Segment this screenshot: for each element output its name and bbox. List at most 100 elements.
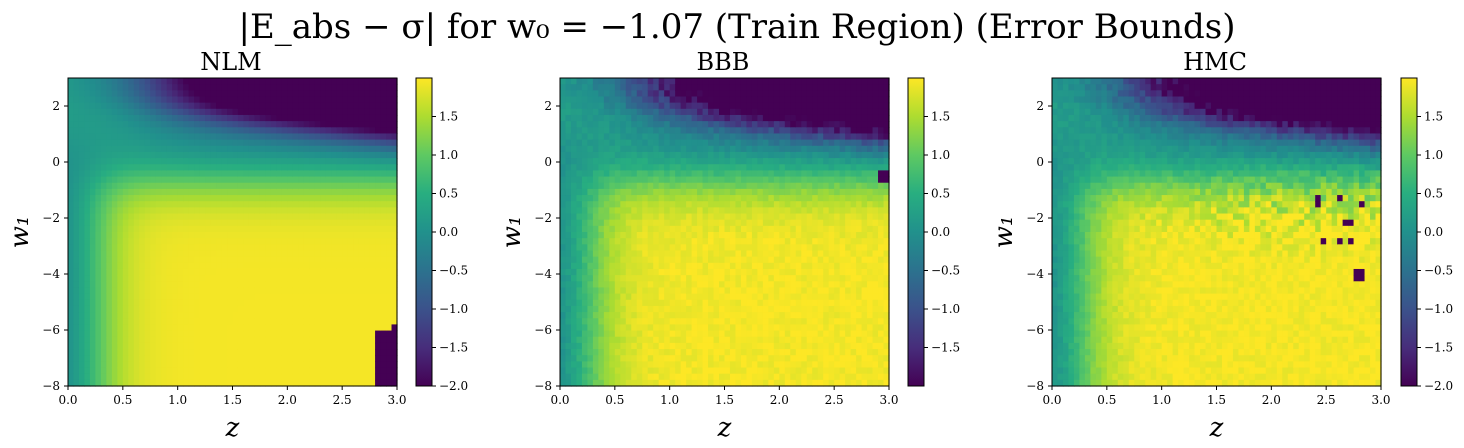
heatmap-cell bbox=[254, 213, 261, 221]
heatmap-cell bbox=[177, 299, 184, 307]
heatmap-cell bbox=[757, 90, 764, 98]
heatmap-cell bbox=[664, 238, 671, 245]
heatmap-cell bbox=[303, 188, 310, 196]
heatmap-cell bbox=[576, 127, 583, 135]
heatmap-cell bbox=[139, 349, 146, 356]
heatmap-cell bbox=[309, 287, 316, 295]
heatmap-cell bbox=[636, 151, 643, 159]
heatmap-cell bbox=[259, 281, 266, 289]
heatmap-cell bbox=[221, 281, 228, 289]
heatmap-cell bbox=[570, 287, 578, 295]
heatmap-cell bbox=[320, 244, 327, 252]
heatmap-cell bbox=[708, 275, 715, 282]
heatmap-cell bbox=[746, 127, 753, 135]
heatmap-cell bbox=[757, 170, 764, 178]
heatmap-cell bbox=[331, 305, 338, 313]
heatmap-cell bbox=[254, 127, 261, 135]
heatmap-cell bbox=[276, 182, 283, 190]
heatmap-cell bbox=[199, 195, 206, 202]
heatmap-cell bbox=[205, 305, 212, 313]
heatmap-cell bbox=[117, 336, 124, 344]
heatmap-cell bbox=[221, 379, 228, 387]
heatmap-cell bbox=[713, 349, 720, 356]
heatmap-cell bbox=[570, 84, 578, 91]
heatmap-cell bbox=[669, 201, 676, 208]
heatmap-cell bbox=[139, 275, 146, 282]
heatmap-cell bbox=[210, 102, 217, 110]
heatmap-cell bbox=[309, 90, 316, 98]
heatmap-cell bbox=[686, 182, 693, 190]
heatmap-cell bbox=[664, 379, 671, 387]
heatmap-cell bbox=[686, 275, 693, 282]
heatmap-cell bbox=[342, 96, 349, 104]
heatmap-cell bbox=[565, 262, 572, 270]
heatmap-cell bbox=[89, 287, 97, 295]
heatmap-cell bbox=[603, 287, 610, 295]
heatmap-cell bbox=[576, 121, 583, 128]
heatmap-cell bbox=[353, 151, 360, 159]
heatmap-cell bbox=[565, 225, 572, 233]
heatmap-cell bbox=[276, 305, 283, 313]
heatmap-cell bbox=[155, 336, 162, 344]
heatmap-cell bbox=[232, 312, 239, 319]
heatmap-cell bbox=[89, 330, 97, 338]
heatmap-cell bbox=[216, 262, 223, 270]
heatmap-cell bbox=[664, 262, 671, 270]
heatmap-cell bbox=[587, 114, 594, 122]
heatmap-cell bbox=[609, 114, 616, 122]
heatmap-cell bbox=[68, 139, 75, 147]
heatmap-cell bbox=[73, 213, 80, 221]
heatmap-cell bbox=[194, 121, 201, 128]
heatmap-cell bbox=[199, 379, 206, 387]
heatmap-cell bbox=[713, 133, 720, 141]
heatmap-cell bbox=[762, 121, 769, 128]
heatmap-cell bbox=[117, 238, 124, 245]
heatmap-cell bbox=[391, 195, 398, 202]
heatmap-cell bbox=[614, 201, 621, 208]
heatmap-cell bbox=[331, 213, 338, 221]
heatmap-cell bbox=[95, 305, 102, 313]
heatmap-cell bbox=[686, 299, 693, 307]
heatmap-cell bbox=[603, 195, 610, 202]
heatmap-cell bbox=[144, 121, 151, 128]
heatmap-cell bbox=[697, 312, 704, 319]
heatmap-cell bbox=[697, 78, 704, 85]
heatmap-cell bbox=[243, 232, 250, 239]
heatmap-cell bbox=[686, 373, 693, 381]
heatmap-cell bbox=[686, 225, 693, 233]
heatmap-cell bbox=[364, 355, 371, 362]
heatmap-cell bbox=[199, 275, 206, 282]
heatmap-cell bbox=[576, 244, 583, 252]
heatmap-cell bbox=[342, 293, 349, 301]
heatmap-cell bbox=[653, 299, 660, 307]
heatmap-cell bbox=[166, 151, 173, 159]
heatmap-cell bbox=[592, 213, 599, 221]
heatmap-cell bbox=[270, 133, 277, 141]
heatmap-cell bbox=[653, 330, 660, 338]
heatmap-cell bbox=[658, 355, 665, 362]
heatmap-cell bbox=[248, 324, 256, 332]
heatmap-cell bbox=[680, 219, 687, 227]
heatmap-cell bbox=[729, 102, 737, 110]
heatmap-cell bbox=[111, 213, 118, 221]
heatmap-cell bbox=[587, 158, 594, 165]
heatmap-cell bbox=[265, 299, 272, 307]
heatmap-cell bbox=[298, 151, 305, 159]
heatmap-cell bbox=[68, 305, 75, 313]
heatmap-cell bbox=[155, 318, 162, 325]
heatmap-cell bbox=[270, 232, 277, 239]
heatmap-cell bbox=[259, 145, 266, 153]
heatmap-cell bbox=[78, 299, 86, 307]
heatmap-cell bbox=[183, 145, 190, 153]
heatmap-cell bbox=[89, 262, 97, 270]
heatmap-cell bbox=[161, 305, 168, 313]
heatmap-cell bbox=[68, 201, 75, 208]
heatmap-cell bbox=[369, 182, 376, 190]
heatmap-cell bbox=[68, 281, 75, 289]
heatmap-cell bbox=[609, 213, 616, 221]
heatmap-cell bbox=[364, 305, 371, 313]
heatmap-cell bbox=[84, 262, 91, 270]
heatmap-cell bbox=[358, 102, 365, 110]
heatmap-cell bbox=[259, 84, 266, 91]
heatmap-cell bbox=[139, 293, 146, 301]
